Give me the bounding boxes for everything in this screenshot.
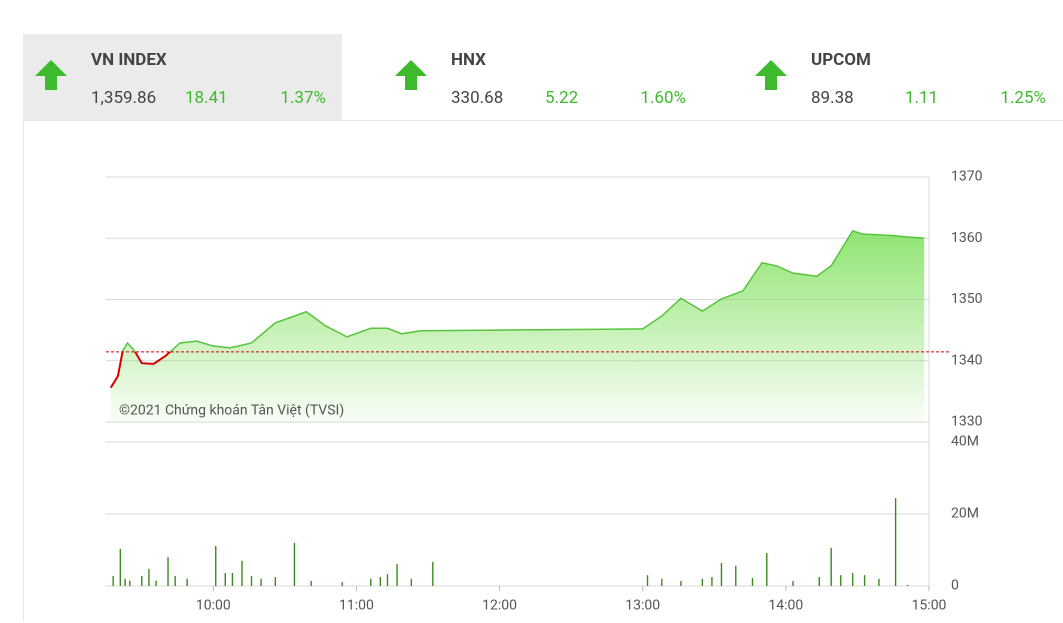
volume-bar — [141, 575, 143, 586]
index-tab[interactable]: UPCOM 89.38 1.11 1.25% — [743, 34, 1062, 120]
volume-bar — [293, 542, 296, 586]
volume-bar — [410, 578, 413, 586]
volume-bar — [432, 561, 434, 586]
volume-bar — [396, 564, 398, 586]
volume-bar — [818, 577, 820, 586]
index-name: UPCOM — [811, 50, 871, 70]
volume-bar — [167, 557, 169, 586]
volume-bar — [310, 580, 312, 586]
index-value: 1,359.86 — [91, 88, 157, 108]
volume-bar — [224, 573, 226, 586]
volume-bar — [661, 578, 663, 586]
volume-bar — [215, 546, 217, 586]
index-tab[interactable]: VN INDEX 1,359.86 18.41 1.37% — [23, 34, 342, 120]
volume-bar — [766, 552, 768, 586]
volume-bar — [370, 578, 372, 586]
volume-bar — [386, 574, 389, 586]
volume-bar — [129, 580, 131, 586]
y-tick-label: 1330 — [951, 414, 983, 430]
volume-bar — [119, 548, 122, 586]
up-arrow — [395, 60, 427, 90]
x-tick-label: 10:00 — [196, 598, 231, 614]
volume-bar — [878, 578, 880, 586]
volume-bar — [148, 569, 150, 586]
x-tick-label: 14:00 — [768, 598, 803, 614]
index-value: 89.38 — [811, 88, 854, 108]
up-arrow — [35, 60, 67, 90]
volume-bar — [341, 582, 343, 586]
volume-bar — [751, 578, 754, 586]
volume-bar — [792, 580, 794, 586]
index-percent: 1.25% — [1000, 88, 1046, 108]
index-percent: 1.37% — [280, 88, 326, 108]
volume-tick-label: 40M — [951, 434, 979, 450]
volume-bar — [241, 560, 243, 586]
volume-bar — [851, 573, 854, 586]
volume-bar — [646, 575, 649, 586]
volume-bar — [830, 547, 832, 586]
volume-bar — [894, 498, 897, 586]
price-line — [121, 230, 925, 352]
up-arrow — [755, 60, 787, 90]
index-value: 330.68 — [451, 88, 504, 108]
volume-bar — [701, 578, 704, 586]
volume-bar — [720, 562, 723, 586]
index-name: HNX — [451, 50, 486, 70]
price-line — [109, 351, 172, 389]
volume-bar — [124, 578, 126, 586]
index-change: 18.41 — [185, 88, 228, 108]
index-change: 1.11 — [905, 88, 939, 108]
volume-bar — [711, 577, 713, 586]
x-tick-label: 12:00 — [482, 598, 517, 614]
chart: 1330 1340 1350 1360 1370 0 20M 40M 10:00 11:00 12:… — [106, 169, 983, 614]
index-tab[interactable]: HNX 330.68 5.22 1.60% — [383, 34, 702, 120]
volume-bar — [186, 578, 188, 586]
watermark: ©2021 Chứng khoán Tân Việt (TVSI) — [119, 403, 344, 419]
y-tick-label: 1360 — [951, 230, 983, 246]
volume-bar — [274, 577, 277, 586]
volume-bar — [260, 578, 262, 586]
volume-bar — [250, 575, 253, 586]
volume-bar — [840, 575, 842, 586]
volume-bar — [863, 575, 866, 586]
index-change: 5.22 — [545, 88, 579, 108]
volume-bar — [680, 580, 682, 586]
volume-bar — [174, 575, 176, 586]
volume-tick-label: 20M — [951, 506, 979, 522]
x-tick-label: 13:00 — [625, 598, 660, 614]
volume-bar — [906, 584, 909, 586]
index-name: VN INDEX — [91, 50, 167, 70]
x-tick-label: 15:00 — [912, 598, 947, 614]
volume-bar — [112, 575, 114, 586]
volume-tick-label: 0 — [951, 578, 959, 594]
y-tick-label: 1340 — [951, 352, 983, 368]
volume-bar — [155, 580, 157, 586]
x-tick-label: 11:00 — [339, 598, 374, 614]
volume-bar — [231, 573, 234, 586]
volume-bar — [379, 577, 382, 586]
index-percent: 1.60% — [640, 88, 686, 108]
chart-panel: 1330 1340 1350 1360 1370 0 20M 40M 10:00 11:00 12:… — [23, 120, 1063, 622]
price-area — [110, 230, 925, 422]
volume-bar — [735, 565, 737, 586]
y-tick-label: 1370 — [951, 169, 983, 185]
y-tick-label: 1350 — [951, 291, 983, 307]
